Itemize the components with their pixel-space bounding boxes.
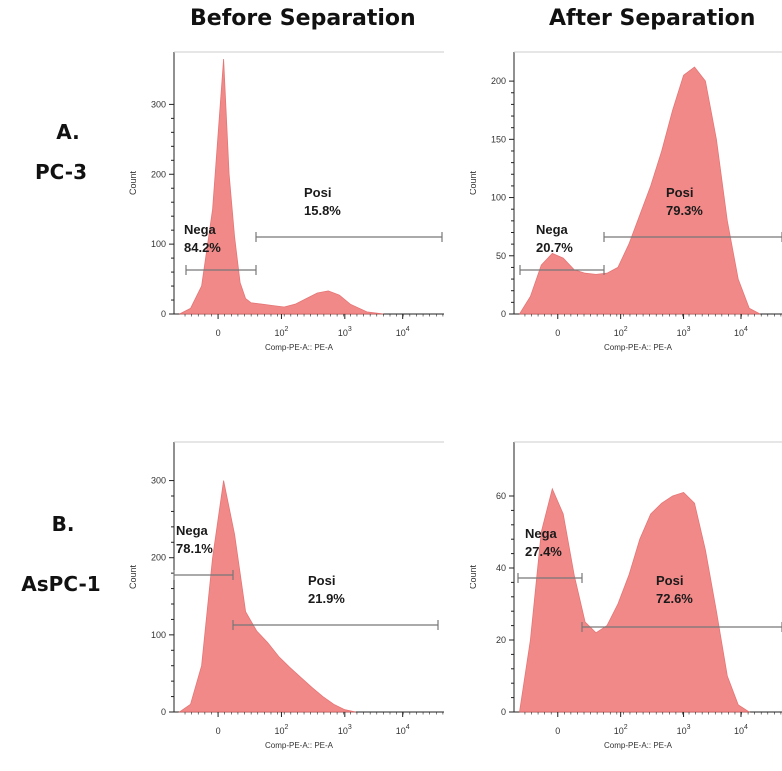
gate-name-posi: Posi xyxy=(308,573,335,588)
gate-percent-posi: 72.6% xyxy=(656,591,693,606)
x-axis-label: Comp-PE-A:: PE-A xyxy=(265,741,334,750)
gate-name-posi: Posi xyxy=(656,573,683,588)
y-tick-label: 60 xyxy=(496,491,506,501)
x-axis-label: Comp-PE-A:: PE-A xyxy=(604,741,673,750)
y-tick-label: 100 xyxy=(151,630,166,640)
y-axis-label: Count xyxy=(470,171,478,196)
x-tick-label: 0 xyxy=(216,726,221,736)
gate-percent-nega: 78.1% xyxy=(176,541,213,556)
y-tick-label: 0 xyxy=(161,309,166,319)
x-tick-label: 103 xyxy=(338,326,352,338)
gate-percent-nega: 84.2% xyxy=(184,240,221,255)
x-tick-label: 0 xyxy=(555,726,560,736)
y-tick-label: 0 xyxy=(161,707,166,717)
gate-name-nega: Nega xyxy=(184,222,217,237)
histogram-pc3-after: 050100150200Count0102103104105Comp-PE-A:… xyxy=(470,51,782,352)
x-tick-label: 103 xyxy=(677,724,691,736)
histogram-aspc1-before: 0100200300Count0102103104105Comp-PE-A:: … xyxy=(128,441,444,750)
column-title-after: After Separation xyxy=(549,6,756,31)
row-a-letter: A. xyxy=(56,120,80,144)
y-tick-label: 200 xyxy=(151,553,166,563)
histogram-aspc1-after: 0204060Count0102103104105Comp-PE-A:: PE-… xyxy=(470,441,782,750)
y-tick-label: 300 xyxy=(151,99,166,109)
gate-percent-posi: 15.8% xyxy=(304,203,341,218)
x-tick-label: 0 xyxy=(216,328,221,338)
x-axis-label: Comp-PE-A:: PE-A xyxy=(265,343,334,352)
y-axis-label: Count xyxy=(470,565,478,590)
x-tick-label: 103 xyxy=(338,724,352,736)
gate-percent-nega: 27.4% xyxy=(525,544,562,559)
y-tick-label: 20 xyxy=(496,635,506,645)
x-tick-label: 104 xyxy=(734,724,748,736)
x-tick-label: 102 xyxy=(274,724,288,736)
histogram-area xyxy=(519,487,751,713)
gate-name-posi: Posi xyxy=(666,185,693,200)
x-tick-label: 0 xyxy=(555,328,560,338)
x-tick-label: 102 xyxy=(614,326,628,338)
y-tick-label: 0 xyxy=(501,309,506,319)
y-tick-label: 300 xyxy=(151,476,166,486)
y-axis-label: Count xyxy=(128,565,138,590)
y-tick-label: 200 xyxy=(491,76,506,86)
y-tick-label: 40 xyxy=(496,563,506,573)
row-b-letter: B. xyxy=(51,512,75,536)
y-tick-label: 200 xyxy=(151,169,166,179)
y-tick-label: 100 xyxy=(491,193,506,203)
x-tick-label: 102 xyxy=(614,724,628,736)
gate-percent-posi: 79.3% xyxy=(666,203,703,218)
gate-name-nega: Nega xyxy=(536,222,569,237)
x-axis-label: Comp-PE-A:: PE-A xyxy=(604,343,673,352)
column-title-before: Before Separation xyxy=(190,6,416,31)
histogram-pc3-before: 0100200300Count0102103104105Comp-PE-A:: … xyxy=(128,51,444,352)
x-tick-label: 104 xyxy=(396,724,410,736)
y-axis-label: Count xyxy=(128,171,138,196)
gate-name-nega: Nega xyxy=(176,523,209,538)
gate-name-posi: Posi xyxy=(304,185,331,200)
x-tick-label: 102 xyxy=(274,326,288,338)
y-tick-label: 50 xyxy=(496,251,506,261)
row-a-cell-line: PC-3 xyxy=(34,160,87,184)
row-b-cell-line: AsPC-1 xyxy=(21,572,101,596)
x-tick-label: 103 xyxy=(677,326,691,338)
gate-percent-posi: 21.9% xyxy=(308,591,345,606)
x-tick-label: 104 xyxy=(734,326,748,338)
x-tick-label: 104 xyxy=(396,326,410,338)
gate-name-nega: Nega xyxy=(525,526,558,541)
histogram-area xyxy=(179,58,384,315)
y-tick-label: 100 xyxy=(151,239,166,249)
y-tick-label: 0 xyxy=(501,707,506,717)
gate-percent-nega: 20.7% xyxy=(536,240,573,255)
histogram-area xyxy=(178,480,356,713)
y-tick-label: 150 xyxy=(491,134,506,144)
histogram-area xyxy=(519,66,761,315)
